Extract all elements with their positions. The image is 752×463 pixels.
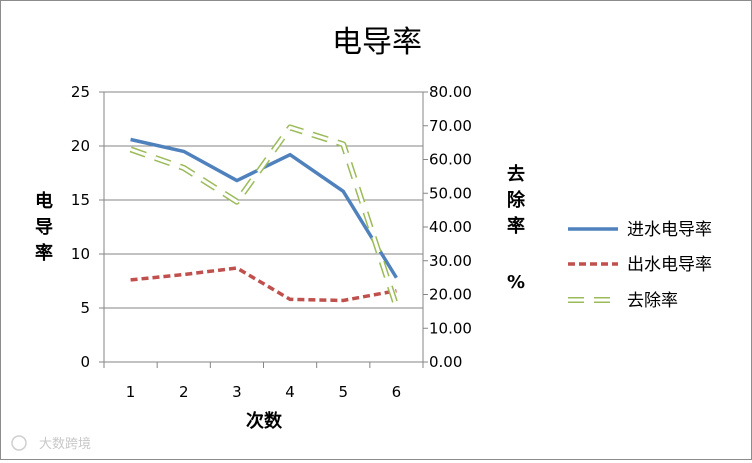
watermark-text: 大数跨境	[39, 437, 91, 452]
axes	[103, 92, 424, 363]
x-tick-label: 3	[232, 383, 242, 401]
x-axis-title: 次数	[246, 410, 283, 432]
watermark: 大数跨境	[11, 435, 91, 452]
series-line-outline	[129, 124, 400, 308]
x-tick-label: 2	[179, 383, 189, 401]
right-axis-ticks: 0.00 10.00 20.00 30.00 40.00 50.00 60.00 70.00 8…	[423, 83, 472, 371]
axis-title-char: 率	[507, 215, 525, 237]
gridlines	[104, 91, 423, 309]
watermark-logo-icon	[11, 435, 27, 451]
right-tick-label: 20.00	[429, 286, 472, 304]
right-tick-label: 0.00	[429, 353, 462, 371]
right-tick-label: 70.00	[429, 117, 472, 135]
axis-title-char: 率	[35, 242, 53, 264]
left-tick-label: 15	[71, 191, 90, 209]
x-tick-label: 6	[392, 383, 402, 401]
left-tick-label: 10	[71, 245, 90, 263]
legend-label: 去除率	[627, 291, 678, 311]
x-axis-ticks: 1 2 3 4 5 6	[103, 362, 424, 401]
x-tick-label: 4	[285, 383, 295, 401]
left-tick-label: 5	[80, 299, 90, 317]
left-tick-label: 0	[80, 353, 90, 371]
axis-title-char: 导	[35, 217, 53, 238]
right-tick-label: 80.00	[429, 83, 472, 101]
right-tick-label: 50.00	[429, 184, 472, 202]
right-tick-label: 30.00	[429, 252, 472, 270]
right-axis-unit: %	[507, 272, 525, 293]
axis-title-char: 除	[507, 189, 526, 211]
legend-label: 出水电导率	[627, 255, 712, 275]
legend-label: 进水电导率	[627, 220, 712, 240]
series-line	[130, 266, 397, 303]
left-axis-title: 电导率	[35, 190, 53, 264]
series-line	[130, 125, 398, 307]
right-tick-label: 40.00	[429, 218, 472, 236]
right-tick-label: 60.00	[429, 151, 472, 169]
axis-title-char: 去	[507, 163, 525, 185]
left-tick-label: 25	[71, 83, 90, 101]
x-tick-label: 5	[338, 383, 348, 401]
chart-title: 电导率	[332, 25, 422, 60]
x-tick-label: 1	[126, 383, 136, 401]
axis-title-char: 电	[35, 190, 53, 212]
series-lines	[129, 124, 400, 308]
right-tick-label: 10.00	[429, 319, 472, 337]
left-axis-ticks: 0 5 10 15 20 25	[71, 83, 104, 371]
left-tick-label: 20	[71, 137, 90, 155]
right-axis-title: 去除率	[507, 163, 526, 237]
